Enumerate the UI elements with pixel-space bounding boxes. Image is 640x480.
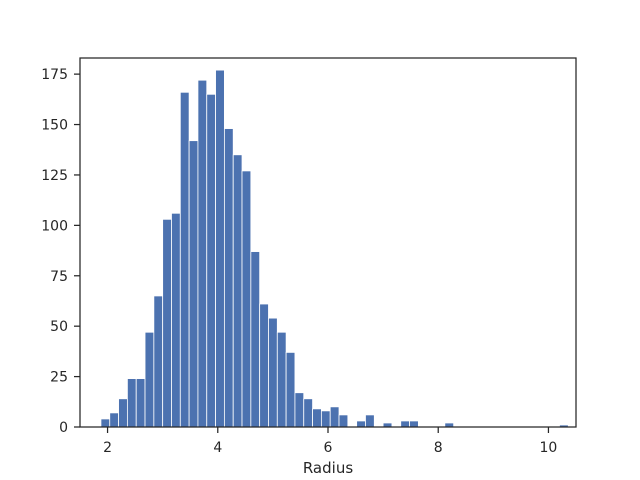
histogram-bar (153, 295, 164, 428)
histogram-bar (312, 408, 322, 428)
x-tick-label: 8 (434, 440, 443, 456)
histogram-bars (100, 69, 569, 428)
histogram-bar (409, 420, 419, 428)
histogram-bar (268, 317, 278, 428)
histogram-bar (109, 412, 119, 428)
histogram-bar (100, 418, 111, 428)
x-axis-label: Radius (303, 459, 353, 477)
histogram-bar (206, 93, 216, 428)
histogram-bar (135, 378, 146, 428)
histogram-bar (241, 170, 252, 428)
histogram-bar (126, 378, 137, 428)
histogram-bar (179, 91, 190, 428)
histogram-bar (197, 79, 208, 428)
histogram-bar (294, 392, 305, 428)
histogram-bar (285, 351, 296, 428)
x-tick-label: 6 (324, 440, 333, 456)
histogram-bar (259, 303, 269, 428)
histogram-bar (338, 414, 349, 428)
histogram-bar (188, 140, 199, 428)
histogram-bar (365, 414, 375, 428)
histogram-bar (400, 420, 410, 428)
x-tick-label: 10 (540, 440, 558, 456)
x-tick-label: 2 (103, 440, 112, 456)
histogram-bar (232, 154, 243, 428)
histogram-bar (118, 398, 128, 428)
histogram-bar (223, 128, 234, 428)
y-tick-label: 50 (50, 319, 68, 335)
y-axis-ticks: 0 25 50 75 100 125 150 175 (41, 67, 80, 436)
histogram-bar (303, 398, 313, 428)
histogram-bar (250, 251, 261, 428)
histogram-bar (329, 406, 340, 428)
histogram-bar (162, 218, 172, 428)
histogram-bar (276, 331, 287, 428)
y-tick-label: 0 (59, 420, 68, 436)
histogram-bar (144, 331, 155, 428)
histogram-bar (171, 212, 181, 428)
y-tick-label: 75 (50, 269, 68, 285)
histogram-bar (356, 420, 366, 428)
y-tick-label: 175 (41, 67, 68, 83)
y-tick-label: 150 (41, 118, 68, 134)
histogram-bar (215, 69, 225, 428)
y-tick-label: 25 (50, 370, 68, 386)
y-tick-label: 100 (41, 218, 68, 234)
x-tick-label: 4 (213, 440, 222, 456)
x-axis-ticks: 2 4 6 8 10 (103, 427, 557, 456)
histogram-bar (320, 410, 331, 428)
y-tick-label: 125 (41, 168, 68, 184)
